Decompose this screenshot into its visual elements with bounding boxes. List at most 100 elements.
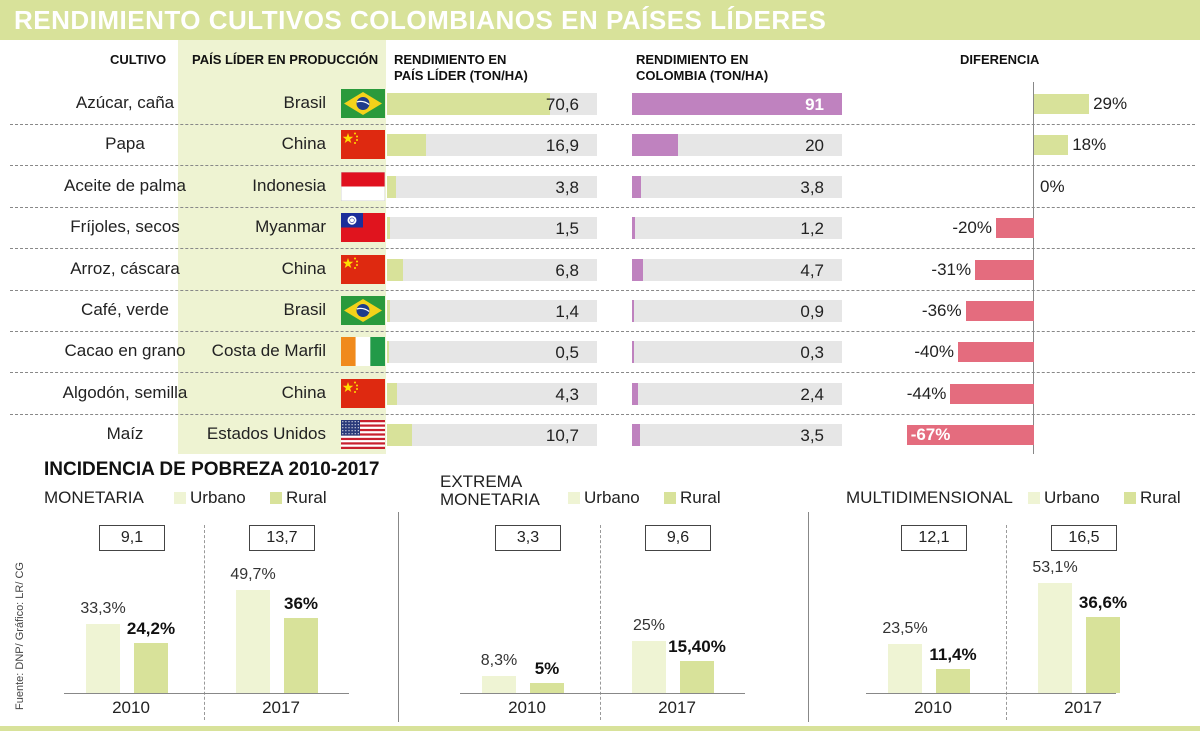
crop-name: Café, verde	[81, 300, 169, 319]
urbano-bar	[236, 590, 270, 693]
ivory-coast-flag-icon	[341, 337, 385, 367]
leader-yield-value: 16,9	[545, 136, 579, 156]
usa-flag-icon	[341, 420, 385, 450]
header-colombia-1: RENDIMIENTO EN	[636, 52, 749, 67]
gap-box: 3,3	[495, 525, 561, 551]
colombia-yield-track	[632, 382, 842, 405]
difference-value: -31%	[931, 259, 972, 279]
leader-yield-track	[387, 341, 597, 364]
difference-bar	[906, 425, 1034, 446]
gap-box: 9,6	[645, 525, 711, 551]
rural-bar	[1086, 617, 1120, 693]
leader-yield-bar	[387, 258, 403, 281]
urbano-bar	[86, 624, 120, 693]
country-name: China	[281, 258, 326, 278]
urbano-value: 49,7%	[230, 566, 276, 584]
leader-yield-value: 10,7	[545, 426, 579, 446]
legend-urbano-label: Urbano	[584, 488, 640, 507]
leader-yield-track	[387, 424, 597, 447]
legend-rural-label: Rural	[1140, 488, 1181, 507]
header-leader-2: PAÍS LÍDER (TON/HA)	[394, 68, 528, 83]
legend-urbano-swatch	[174, 492, 186, 504]
colombia-yield-bar	[632, 217, 635, 240]
leader-yield-value: 0,5	[555, 343, 579, 363]
crop-name: Algodón, semilla	[62, 382, 188, 402]
rural-value: 36,6%	[1078, 593, 1128, 613]
country-name: Myanmar	[255, 217, 326, 237]
year-separator	[1006, 525, 1007, 720]
country-name: Brasil	[283, 300, 326, 319]
year-label: 2017	[262, 698, 300, 717]
colombia-yield-value: 3,8	[800, 177, 824, 197]
year-label: 2010	[508, 698, 546, 717]
urbano-bar	[1038, 583, 1072, 693]
rural-value: 24,2%	[126, 618, 176, 638]
poverty-title: INCIDENCIA DE POBREZA 2010-2017	[44, 459, 380, 480]
urbano-value: 53,1%	[1032, 559, 1078, 576]
colombia-yield-value: 91	[805, 95, 824, 114]
rural-value: 11,4%	[929, 645, 977, 665]
brazil-flag-icon	[341, 296, 385, 325]
colombia-yield-value: 4,7	[800, 260, 824, 280]
title-bar: RENDIMIENTO CULTIVOS COLOMBIANOS EN PAÍS…	[0, 0, 1200, 40]
colombia-yield-track	[632, 258, 842, 281]
colombia-yield-value: 20	[805, 136, 824, 156]
legend-rural-label: Rural	[680, 488, 721, 507]
group-divider	[808, 512, 809, 722]
colombia-yield-track	[632, 300, 842, 322]
rural-bar	[936, 669, 970, 693]
difference-value: 29%	[1093, 94, 1128, 113]
crop-name: Papa	[105, 134, 145, 154]
crop-name: Fríjoles, secos	[70, 217, 180, 237]
row-divider	[10, 124, 1195, 125]
leader-yield-bar	[387, 382, 397, 405]
urbano-bar	[632, 641, 666, 693]
difference-value: -36%	[921, 301, 962, 320]
colombia-yield-value: 0,3	[800, 343, 824, 363]
country-name: Brasil	[283, 93, 326, 112]
difference-bar	[1034, 135, 1069, 156]
urbano-bar	[482, 675, 516, 693]
colombia-yield-bar	[632, 134, 679, 157]
leader-yield-value: 3,8	[555, 177, 579, 197]
leader-yield-value: 1,5	[555, 219, 579, 239]
leader-yield-value: 4,3	[555, 384, 579, 404]
group-name: MULTIDIMENSIONAL	[846, 488, 1013, 507]
difference-value: 18%	[1072, 135, 1107, 155]
source-note: Fuente: DNP/ Gráfico: LR/ CG	[14, 562, 26, 710]
leader-yield-bar	[387, 217, 391, 240]
legend-rural-label: Rural	[286, 488, 327, 507]
group-baseline	[866, 693, 1116, 694]
crop-name: Aceite de palma	[64, 175, 186, 195]
leader-yield-bar	[387, 341, 389, 364]
header-crop: CULTIVO	[110, 52, 167, 67]
urbano-value: 25%	[632, 617, 666, 635]
rural-value: 5%	[534, 658, 560, 678]
legend-urbano-label: Urbano	[190, 488, 246, 507]
group-baseline	[64, 693, 349, 694]
colombia-yield-track	[632, 424, 842, 447]
urbano-value: 33,3%	[80, 600, 126, 618]
colombia-yield-track	[632, 217, 842, 240]
row-divider	[10, 413, 1195, 415]
colombia-yield-bar	[632, 382, 638, 405]
row-divider	[10, 206, 1195, 208]
group-name: EXTREMA	[440, 472, 523, 491]
leader-yield-bar	[387, 93, 550, 115]
colombia-yield-value: 0,9	[800, 302, 824, 321]
leader-yield-value: 1,4	[555, 302, 579, 321]
colombia-yield-track	[632, 341, 842, 364]
row-divider	[10, 331, 1195, 332]
chart-title: RENDIMIENTO CULTIVOS COLOMBIANOS EN PAÍS…	[14, 5, 827, 35]
brazil-flag-icon	[341, 89, 385, 118]
legend-urbano-swatch	[1028, 492, 1040, 504]
country-name: China	[281, 134, 326, 154]
colombia-yield-bar	[632, 175, 641, 198]
crop-name: Arroz, cáscara	[70, 258, 180, 278]
colombia-yield-value: 1,2	[800, 219, 824, 239]
leader-yield-track	[387, 258, 597, 281]
row-divider	[10, 165, 1195, 167]
country-name: Indonesia	[252, 175, 326, 195]
leader-yield-track	[387, 175, 597, 198]
crop-name: Cacao en grano	[64, 341, 186, 361]
